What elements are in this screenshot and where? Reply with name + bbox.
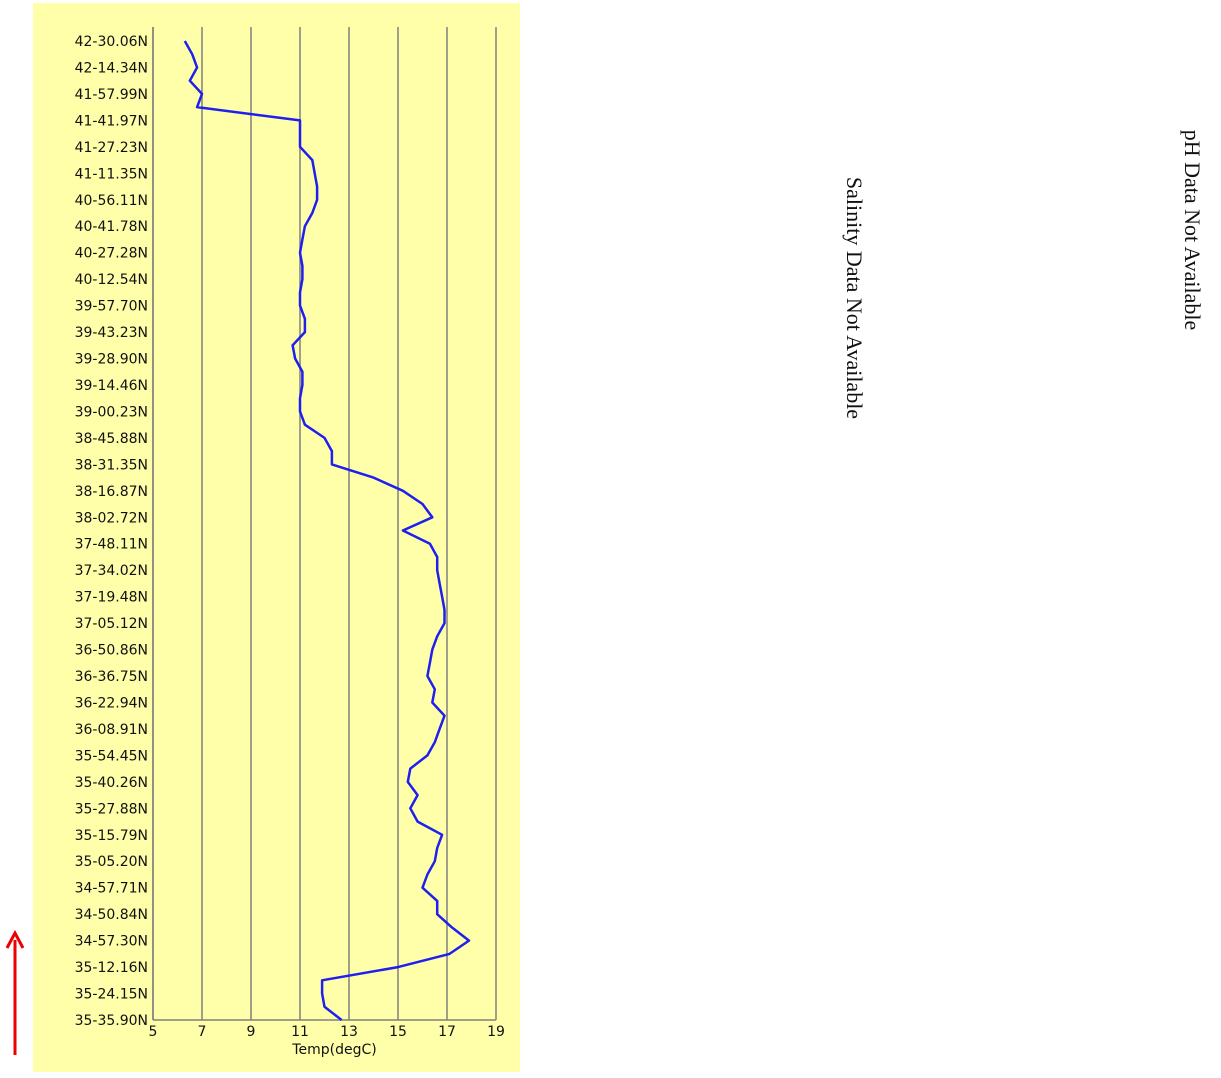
x-tick-label: 11	[291, 1024, 309, 1040]
x-tick-label: 17	[438, 1024, 456, 1040]
y-tick-label: 36-22.94N	[75, 695, 148, 711]
y-tick-label: 35-40.26N	[75, 775, 148, 791]
y-tick-label: 35-15.79N	[75, 828, 148, 844]
y-tick-label: 39-28.90N	[75, 352, 148, 368]
temp-line	[183, 40, 471, 1021]
chart-background	[33, 3, 520, 1072]
ph-message: pH Data Not Available	[1180, 130, 1205, 331]
y-tick-label: 37-34.02N	[75, 563, 148, 579]
y-tick-label: 42-14.34N	[75, 60, 148, 76]
y-tick-label: 36-36.75N	[75, 669, 148, 685]
y-tick-label: 37-48.11N	[75, 537, 148, 553]
y-tick-label: 41-11.35N	[75, 166, 148, 182]
y-tick-label: 35-54.45N	[75, 748, 148, 764]
y-tick-label: 37-05.12N	[75, 616, 148, 632]
y-tick-label: 41-57.99N	[75, 87, 148, 103]
y-tick-label: 38-31.35N	[75, 457, 148, 473]
y-tick-label: 39-00.23N	[75, 404, 148, 420]
y-tick-label: 39-14.46N	[75, 378, 148, 394]
y-tick-label: 39-43.23N	[75, 325, 148, 341]
salinity-message: Salinity Data Not Available	[842, 177, 867, 419]
x-tick-label: 15	[389, 1024, 407, 1040]
y-tick-label: 38-02.72N	[75, 510, 148, 526]
y-tick-label: 37-19.48N	[75, 590, 148, 606]
y-tick-label: 34-57.30N	[75, 934, 148, 950]
y-tick-label: 34-57.71N	[75, 881, 148, 897]
y-tick-label: 41-41.97N	[75, 113, 148, 129]
x-tick-label: 7	[198, 1024, 207, 1040]
y-tick-label: 40-41.78N	[75, 219, 148, 235]
y-tick-label: 35-27.88N	[75, 801, 148, 817]
y-tick-label: 38-45.88N	[75, 431, 148, 447]
y-tick-label: 36-50.86N	[75, 643, 148, 659]
y-tick-label: 40-27.28N	[75, 246, 148, 262]
y-tick-label: 35-05.20N	[75, 854, 148, 870]
y-tick-label: 41-27.23N	[75, 140, 148, 156]
y-tick-label: 35-24.15N	[75, 987, 148, 1003]
y-tick-label: 42-30.06N	[75, 34, 148, 50]
y-tick-label: 34-50.84N	[75, 907, 148, 923]
y-tick-label: 39-57.70N	[75, 299, 148, 315]
y-tick-label: 35-12.16N	[75, 960, 148, 976]
y-tick-label: 38-16.87N	[75, 484, 148, 500]
y-tick-label: 40-56.11N	[75, 193, 148, 209]
x-tick-label: 5	[149, 1024, 158, 1040]
y-tick-label: 35-35.90N	[75, 1013, 148, 1029]
x-tick-label: 13	[340, 1024, 358, 1040]
x-axis-label: Temp(degC)	[291, 1042, 376, 1058]
x-tick-label: 9	[247, 1024, 256, 1040]
x-tick-label: 19	[487, 1024, 505, 1040]
y-tick-label: 36-08.91N	[75, 722, 148, 738]
direction-arrow-head	[5, 929, 25, 949]
y-tick-label: 40-12.54N	[75, 272, 148, 288]
